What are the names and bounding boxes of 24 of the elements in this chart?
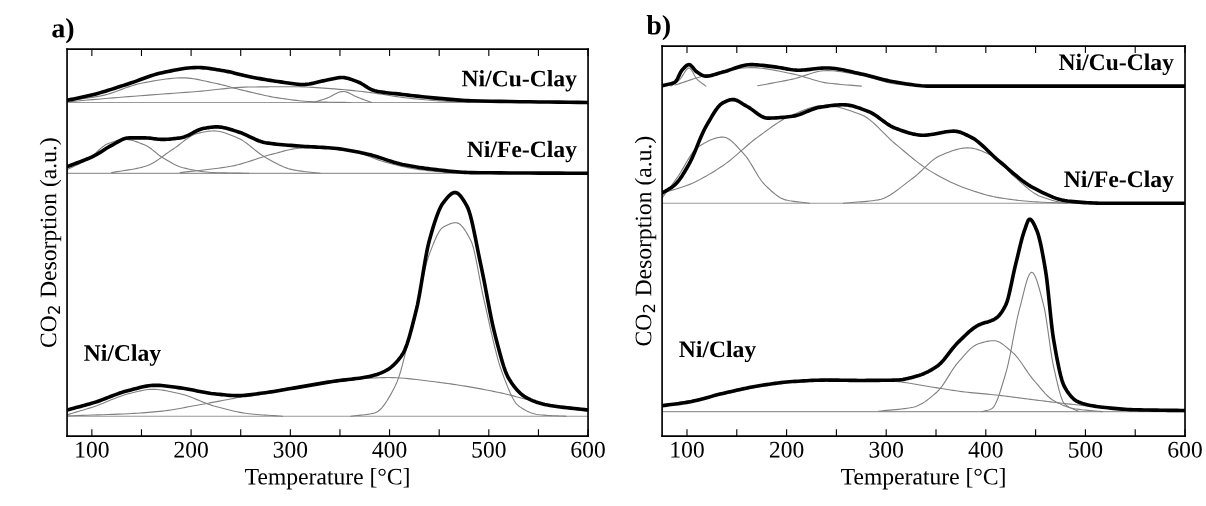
chart-title: b) xyxy=(646,15,670,41)
x-tick-label: 600 xyxy=(571,441,605,458)
series-label: Ni/Fe-Clay xyxy=(467,140,577,163)
x-tick-label: 200 xyxy=(174,441,208,458)
chart-title: a) xyxy=(52,18,74,44)
x-tick-label: 100 xyxy=(671,441,704,458)
x-tick-label: 500 xyxy=(1069,441,1103,458)
x-tick-label: 200 xyxy=(769,441,804,458)
y-axis-title: CO$_{2}$ Desorption (a.u.) xyxy=(39,138,62,348)
x-tick-label: 300 xyxy=(273,441,308,458)
x-axis-title: Temperature [°C] xyxy=(841,468,1005,490)
y-axis-title: CO$_{2}$ Desorption (a.u.) xyxy=(634,136,657,346)
x-tick-label: 300 xyxy=(869,441,904,458)
x-tick-label: 400 xyxy=(968,441,1003,458)
series-label: Ni/Fe-Clay xyxy=(1064,170,1174,193)
series-label: Ni/Clay xyxy=(679,340,756,363)
legend-label: Ni/Cu-Clay xyxy=(1058,53,1174,76)
legend-label: Ni/Cu-Clay xyxy=(461,69,577,92)
x-tick-label: 500 xyxy=(472,441,506,458)
x-tick-label: 400 xyxy=(372,441,407,458)
x-tick-label: 600 xyxy=(1168,441,1202,458)
x-axis-title: Temperature [°C] xyxy=(245,468,409,490)
x-tick-label: 100 xyxy=(76,441,109,458)
series-label: Ni/Clay xyxy=(84,344,161,366)
